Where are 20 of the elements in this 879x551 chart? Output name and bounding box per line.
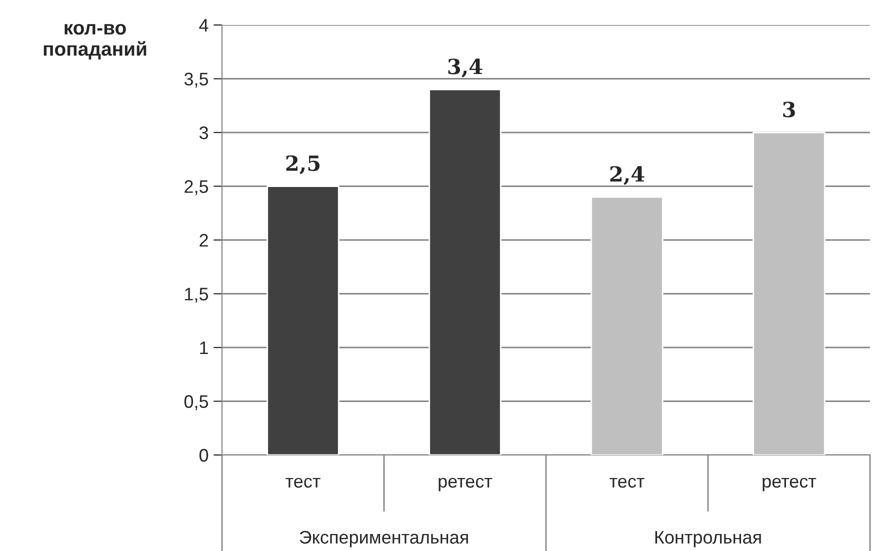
y-tick-label: 3 xyxy=(199,126,208,140)
y-tick-label: 0 xyxy=(199,448,208,462)
y-axis-title: кол-во попаданий xyxy=(44,24,146,60)
text: Экспериментальная xyxy=(300,530,468,548)
y-tick-label: 3,5 xyxy=(184,72,208,88)
y-tick-label: 1 xyxy=(200,342,208,354)
data-label: 2,4 xyxy=(610,166,644,185)
data-label: 2,5 xyxy=(286,155,320,174)
data-label: 3,4 xyxy=(448,58,482,78)
x-tick-label: тест xyxy=(610,478,644,488)
y-tick-label: 0,5 xyxy=(184,395,208,410)
y-tick-label: 4 xyxy=(199,19,208,32)
x-tick-label: ретест xyxy=(762,478,816,492)
x-tick-label: ретест xyxy=(438,478,492,492)
data-label: 3 xyxy=(783,102,795,118)
y-tick-label: 2,5 xyxy=(184,180,208,196)
y-tick-label: 1,5 xyxy=(185,288,208,303)
text: Контрольная xyxy=(655,531,761,548)
x-tick-label: тест xyxy=(286,478,320,488)
y-tick-label: 2 xyxy=(200,234,208,247)
